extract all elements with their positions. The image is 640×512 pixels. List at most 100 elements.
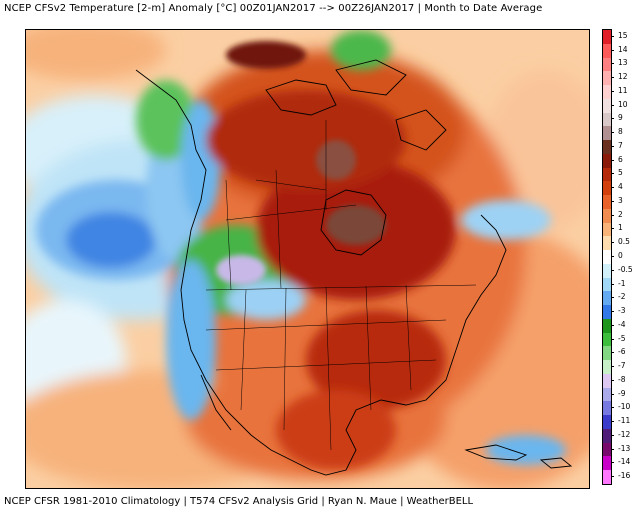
color-scale-label: 9 [618, 113, 623, 123]
color-swatch [603, 277, 611, 292]
color-scale-label: -16 [618, 471, 631, 481]
color-scale-label: 0.5 [618, 237, 630, 247]
color-scale-bar [602, 29, 612, 485]
color-scale-label: 6 [618, 154, 623, 164]
color-swatch [603, 236, 611, 251]
color-scale-tick [611, 352, 614, 354]
color-swatch [603, 456, 611, 471]
color-scale-label: 11 [618, 85, 628, 95]
anomaly-fill-medium [36, 30, 566, 470]
color-scale-tick [611, 104, 614, 106]
color-scale-label: 3 [618, 195, 623, 205]
color-scale-label: 13 [618, 58, 628, 68]
color-scale-tick [611, 297, 614, 299]
color-scale-tick [611, 407, 614, 409]
color-scale-tick [611, 476, 614, 478]
color-swatch [603, 415, 611, 430]
color-scale-tick [611, 118, 614, 120]
color-swatch [603, 373, 611, 389]
color-swatch [603, 318, 611, 334]
color-swatch [603, 305, 611, 320]
color-scale-tick [611, 228, 614, 230]
color-scale-tick [611, 379, 614, 381]
color-scale-tick [611, 49, 614, 51]
color-swatch [603, 332, 611, 347]
color-scale-label: -14 [618, 457, 631, 467]
color-scale-tick [611, 324, 614, 326]
color-scale-label: 1 [618, 223, 623, 233]
color-scale-tick [611, 187, 614, 189]
color-swatch [603, 98, 611, 114]
color-scale-tick [611, 338, 614, 340]
color-scale-tick [611, 159, 614, 161]
color-scale-label: 8 [618, 127, 623, 137]
color-scale-label: -7 [618, 361, 626, 371]
color-swatch [603, 401, 611, 416]
color-scale-label: 15 [618, 30, 628, 40]
color-swatch [603, 140, 611, 155]
color-swatch [603, 153, 611, 169]
color-scale-tick [611, 366, 614, 368]
color-swatch [603, 30, 611, 45]
color-scale-label: 7 [618, 140, 623, 150]
color-scale-tick [611, 421, 614, 423]
color-scale-label: 14 [618, 44, 628, 54]
color-scale-label: -9 [618, 388, 626, 398]
color-scale-label: 2 [618, 209, 623, 219]
color-swatch [603, 360, 611, 375]
color-scale-label: -12 [618, 429, 631, 439]
color-scale-tick [611, 434, 614, 436]
color-scale-label: -8 [618, 374, 626, 384]
color-scale-label: 10 [618, 99, 628, 109]
color-scale-tick [611, 132, 614, 134]
color-scale-label: 0 [618, 251, 623, 260]
color-scale-label: -13 [618, 443, 631, 453]
color-scale-label: -6 [618, 347, 626, 357]
color-swatch [603, 222, 611, 237]
color-scale-tick [611, 283, 614, 285]
color-scale-tick [611, 462, 614, 464]
color-swatch [603, 71, 611, 86]
color-scale-tick [611, 145, 614, 147]
color-scale-label: -0.5 [618, 264, 633, 274]
color-scale-tick [611, 90, 614, 92]
color-scale-label: -5 [618, 333, 626, 343]
color-scale-label: -2 [618, 292, 626, 302]
color-scale-tick [611, 393, 614, 395]
color-scale-label: -3 [618, 306, 626, 316]
color-swatch [603, 195, 611, 210]
color-scale-tick [611, 269, 614, 271]
color-swatch [603, 428, 611, 444]
color-swatch [603, 112, 611, 127]
color-scale-label: 5 [618, 168, 623, 178]
color-scale-label: -1 [618, 278, 626, 288]
map-credits: NCEP CFSR 1981-2010 Climatology | T574 C… [4, 496, 474, 507]
color-scale-tick [611, 256, 614, 257]
color-scale-label: -11 [618, 416, 631, 426]
color-scale-tick [611, 173, 614, 175]
boundaries [135, 59, 573, 476]
color-scale-label: -10 [618, 402, 631, 412]
state-lines [205, 120, 477, 451]
color-scale-tick [611, 242, 614, 244]
color-swatch [603, 442, 611, 457]
color-scale-tick [611, 77, 614, 79]
color-scale-tick [611, 200, 614, 202]
color-swatch [603, 346, 611, 361]
color-swatch [603, 208, 611, 224]
map-canvas [26, 30, 589, 488]
color-swatch [603, 250, 611, 265]
color-scale-tick [611, 448, 614, 450]
color-swatch [603, 470, 611, 485]
anomaly-map [25, 29, 590, 489]
color-scale-tick [611, 214, 614, 216]
color-swatch [603, 126, 611, 141]
color-swatch [603, 85, 611, 100]
color-swatch [603, 263, 611, 279]
color-swatch [603, 43, 611, 58]
color-swatch [603, 57, 611, 72]
color-scale-tick [611, 63, 614, 65]
color-scale-tick [611, 35, 614, 37]
color-swatch [603, 291, 611, 306]
map-title: NCEP CFSv2 Temperature [2-m] Anomaly [°C… [4, 3, 543, 14]
